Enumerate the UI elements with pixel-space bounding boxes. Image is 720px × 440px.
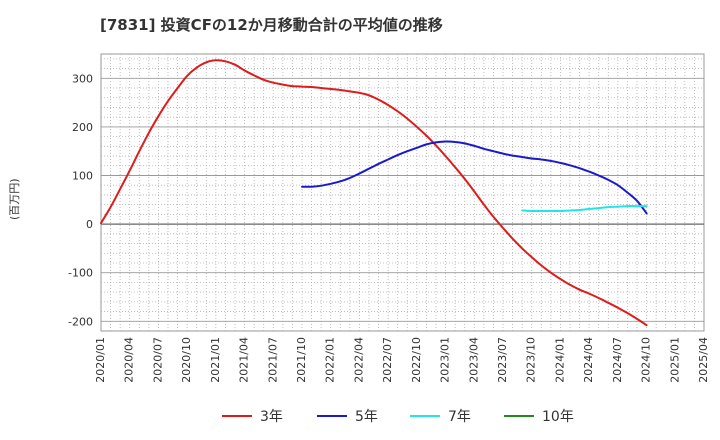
- x-tick-label: 2021/01: [209, 337, 222, 383]
- x-tick-label: 2024/04: [582, 337, 595, 383]
- x-tick-label: 2024/07: [611, 337, 624, 383]
- y-tick-label: -200: [68, 315, 93, 328]
- legend: 3年 5年 7年 10年: [0, 404, 720, 428]
- x-tick-label: 2024/10: [640, 337, 653, 383]
- legend-swatch-5y: [317, 415, 347, 417]
- legend-item-3y[interactable]: 3年: [222, 404, 283, 428]
- legend-item-10y[interactable]: 10年: [504, 404, 574, 428]
- x-tick-label: 2022/01: [324, 337, 337, 383]
- legend-label-7y: 7年: [448, 409, 471, 425]
- x-tick-label: 2020/10: [180, 337, 193, 383]
- x-tick-label: 2021/04: [238, 337, 251, 383]
- series-line-5y: [301, 140, 648, 215]
- x-tick-label: 2021/10: [295, 337, 308, 383]
- legend-item-7y[interactable]: 7年: [410, 404, 471, 428]
- x-tick-label: 2020/01: [94, 337, 107, 383]
- x-tick-label: 2021/07: [266, 337, 279, 383]
- x-tick-label: 2020/07: [151, 337, 164, 383]
- y-tick-label: 300: [72, 72, 93, 85]
- y-tick-label: 200: [72, 121, 93, 134]
- legend-label-3y: 3年: [260, 409, 283, 425]
- y-tick-label: -100: [68, 267, 93, 280]
- x-tick-label: 2022/10: [410, 337, 423, 383]
- series-line-7y: [521, 205, 648, 213]
- legend-swatch-3y: [222, 415, 252, 417]
- x-tick-label: 2023/01: [439, 337, 452, 383]
- chart-title: [7831] 投資CFの12か月移動合計の平均値の推移: [100, 16, 443, 34]
- legend-label-5y: 5年: [355, 409, 378, 425]
- x-tick-label: 2022/07: [381, 337, 394, 383]
- y-tick-label: 100: [72, 169, 93, 182]
- x-tick-label: 2024/01: [553, 337, 566, 383]
- x-tick-label: 2020/04: [123, 337, 136, 383]
- legend-label-10y: 10年: [542, 409, 574, 425]
- y-tick-label: 0: [86, 218, 93, 231]
- plot-frame: [100, 53, 705, 332]
- legend-swatch-7y: [410, 415, 440, 417]
- x-tick-label: 2022/04: [352, 337, 365, 383]
- legend-item-5y[interactable]: 5年: [317, 404, 378, 428]
- legend-swatch-10y: [504, 415, 534, 417]
- x-tick-label: 2025/04: [697, 337, 710, 383]
- x-tick-label: 2023/04: [467, 337, 480, 383]
- x-tick-label: 2023/07: [496, 337, 509, 383]
- x-tick-label: 2025/01: [668, 337, 681, 383]
- x-tick-label: 2023/10: [525, 337, 538, 383]
- series-line-3y: [100, 59, 648, 327]
